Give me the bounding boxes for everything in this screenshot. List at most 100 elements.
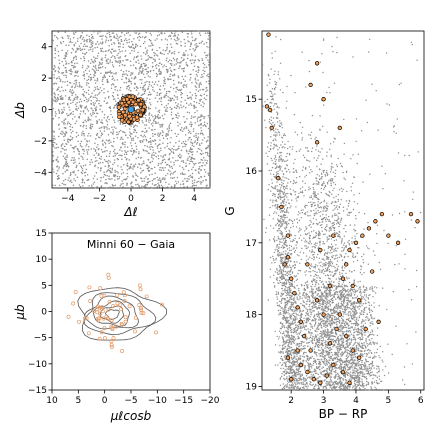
cmd-field-star: [273, 73, 275, 76]
sky-field-star: [205, 98, 207, 101]
sky-field-star: [137, 51, 139, 54]
cmd-field-star: [275, 144, 277, 146]
cmd-field-star: [279, 62, 282, 64]
sky-field-star: [83, 40, 85, 43]
sky-field-star: [160, 32, 162, 34]
sky-field-star: [122, 138, 124, 141]
sky-field-star: [193, 164, 196, 166]
cmd-field-star: [284, 256, 286, 259]
cmd-field-star: [270, 145, 272, 147]
cmd-field-star: [316, 183, 319, 185]
sky-field-star: [93, 73, 95, 76]
cmd-field-star: [286, 152, 288, 155]
sky-field-star: [125, 153, 128, 156]
cmd-field-star: [287, 253, 289, 255]
sky-field-star: [130, 144, 133, 147]
sky-field-star: [120, 183, 122, 185]
cmd-field-star: [294, 357, 296, 359]
cmd-field-star: [312, 198, 314, 200]
cmd-field-star: [291, 283, 294, 286]
sky-field-star: [185, 64, 188, 66]
sky-field-star: [58, 117, 60, 119]
sky-field-star: [73, 75, 76, 77]
sky-field-star: [200, 76, 202, 79]
cmd-field-star: [287, 320, 289, 322]
cmd-field-star: [266, 146, 269, 148]
cmd-field-star: [308, 186, 310, 188]
cmd-field-star: [323, 182, 325, 184]
cmd-field-star: [282, 275, 285, 277]
sky-field-star: [62, 71, 65, 74]
sky-field-star: [103, 75, 106, 77]
sky-field-star: [85, 91, 88, 94]
sky-member-star: [123, 112, 128, 118]
sky-field-star: [206, 122, 209, 125]
sky-field-star: [192, 47, 194, 50]
sky-field-star: [169, 141, 171, 144]
cmd-field-star: [293, 310, 295, 313]
cmd-field-star: [274, 249, 276, 251]
sky-field-star: [91, 123, 94, 126]
sky-field-star: [93, 69, 95, 71]
cmd-field-star: [339, 361, 341, 363]
sky-field-star: [164, 166, 166, 169]
cmd-field-star: [287, 368, 290, 370]
sky-field-star: [116, 54, 118, 57]
sky-field-star: [123, 153, 126, 156]
cmd-field-star: [271, 166, 274, 169]
sky-field-star: [59, 80, 62, 83]
sky-field-star: [189, 174, 192, 177]
sky-field-star: [102, 76, 105, 79]
sky-field-star: [185, 102, 188, 105]
sky-field-star: [108, 106, 111, 109]
sky-field-star: [57, 178, 59, 180]
cmd-field-star: [289, 281, 291, 284]
cmd-field-star: [289, 308, 292, 310]
sky-field-star: [105, 178, 107, 181]
sky-field-star: [187, 138, 189, 141]
cmd-field-star: [282, 269, 284, 271]
cmd-field-star: [339, 327, 341, 329]
sky-field-star: [166, 110, 168, 112]
cmd-field-star: [283, 284, 286, 286]
sky-field-star: [116, 158, 119, 160]
cmd-field-star: [320, 330, 322, 333]
sky-field-star: [75, 135, 78, 138]
sky-field-star: [204, 124, 207, 127]
sky-field-star: [80, 171, 83, 174]
sky-field-star: [121, 93, 124, 96]
sky-field-star: [107, 39, 110, 42]
sky-field-star: [126, 87, 128, 90]
sky-field-star: [81, 167, 84, 170]
sky-field-star: [120, 69, 122, 72]
sky-field-star: [201, 165, 204, 167]
sky-field-star: [132, 44, 134, 46]
cmd-field-star: [319, 238, 321, 240]
cmd-field-star: [286, 385, 288, 387]
sky-field-star: [168, 147, 170, 150]
cmd-field-star: [281, 241, 283, 244]
sky-field-star: [135, 157, 137, 160]
sky-field-star: [188, 175, 190, 178]
sky-field-star: [148, 112, 151, 115]
cmd-field-star: [334, 333, 337, 335]
sky-field-star: [116, 152, 119, 155]
sky-field-star: [170, 108, 173, 111]
sky-field-star: [80, 100, 83, 103]
sky-field-star: [200, 83, 202, 85]
sky-field-star: [101, 38, 103, 40]
sky-field-star: [156, 186, 158, 188]
cmd-field-star: [319, 240, 321, 242]
cmd-field-star: [278, 330, 281, 332]
sky-field-star: [193, 65, 196, 68]
sky-field-star: [113, 119, 115, 121]
cmd-field-star: [280, 202, 282, 204]
cmd-field-star: [333, 239, 335, 242]
sky-field-star: [113, 56, 116, 58]
sky-field-star: [166, 186, 169, 188]
sky-field-star: [159, 85, 162, 87]
sky-field-star: [81, 172, 84, 175]
cmd-field-star: [283, 361, 286, 364]
